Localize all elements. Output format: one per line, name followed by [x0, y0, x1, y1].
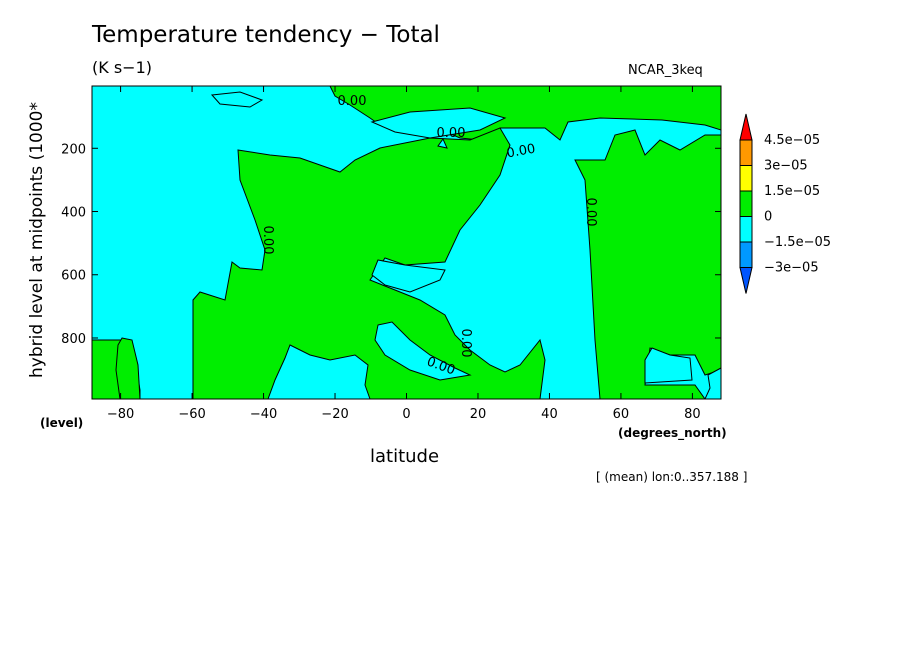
colorbar-segment [739, 165, 753, 192]
positive-region-right [574, 129, 721, 399]
colorbar-segment [739, 139, 753, 166]
contour-label: 0.00 [338, 94, 367, 109]
x-tick-label: 20 [470, 407, 487, 422]
x-tick-label: −80 [107, 407, 134, 422]
contour-label: 0.00 [260, 226, 275, 255]
x-tick-label: 40 [541, 407, 558, 422]
colorbar-label: −1.5e−05 [764, 235, 831, 250]
positive-region-upper-band [329, 86, 721, 141]
negative-region-right-edge-pocket [704, 367, 721, 399]
colorbar-segment [739, 241, 753, 268]
x-tick-label: 60 [613, 407, 630, 422]
x-axis-label: latitude [370, 446, 440, 467]
y-tick-label: 400 [61, 206, 86, 221]
y-axis-ticks: 200 400 600 800 [61, 142, 721, 347]
y-axis-units: (level) [40, 416, 84, 430]
colorbar-segment [739, 216, 753, 243]
colorbar-label: −3e−05 [764, 261, 819, 276]
y-tick-label: 800 [61, 332, 86, 347]
colorbar: 4.5e−05 3e−05 1.5e−05 0 −1.5e−05 −3e−05 [739, 113, 831, 294]
negative-region-lower-right-pocket [644, 347, 693, 384]
chart-title: Temperature tendency − Total [92, 22, 440, 48]
contour-label: 0.00 [458, 329, 473, 358]
positive-region-left-blob [115, 337, 141, 399]
colorbar-label: 3e−05 [764, 159, 808, 174]
colorbar-top-arrow [739, 113, 753, 141]
x-tick-label: 0 [402, 407, 410, 422]
dataset-name: NCAR_3keq [628, 63, 703, 78]
negative-region-lower-left-pocket [267, 344, 371, 399]
chart-units: (K s−1) [92, 58, 152, 77]
negative-region-small-triangle [437, 137, 448, 149]
contour-label: 0.00 [437, 126, 466, 141]
x-tick-label: 80 [684, 407, 701, 422]
x-axis-units: (degrees_north) [618, 426, 727, 440]
negative-region-lower-pocket [374, 321, 472, 381]
colorbar-label: 1.5e−05 [764, 184, 820, 199]
averaging-footnote: [ (mean) lon:0..357.188 ] [596, 470, 748, 484]
x-tick-label: −60 [178, 407, 205, 422]
negative-region-center-pocket [371, 259, 446, 293]
contour-labels: 0.000.000.000.000.000.000.00 [260, 94, 598, 378]
colorbar-label: 4.5e−05 [764, 133, 820, 148]
positive-region-central [92, 127, 546, 399]
negative-region-small-top-left [210, 91, 264, 108]
colorbar-label: 0 [764, 210, 772, 225]
x-tick-label: −40 [250, 407, 277, 422]
y-tick-label: 600 [61, 269, 86, 284]
contour-label: 0.00 [583, 198, 598, 227]
colorbar-bottom-arrow [739, 267, 753, 294]
colorbar-segment [739, 190, 753, 217]
negative-region-upper-right-pocket [370, 107, 507, 139]
x-tick-label: −20 [321, 407, 348, 422]
y-tick-label: 200 [61, 142, 86, 157]
contour-label: 0.00 [506, 142, 537, 162]
x-axis-ticks: −80 −60 −40 −20 0 20 40 60 80 [107, 86, 701, 422]
